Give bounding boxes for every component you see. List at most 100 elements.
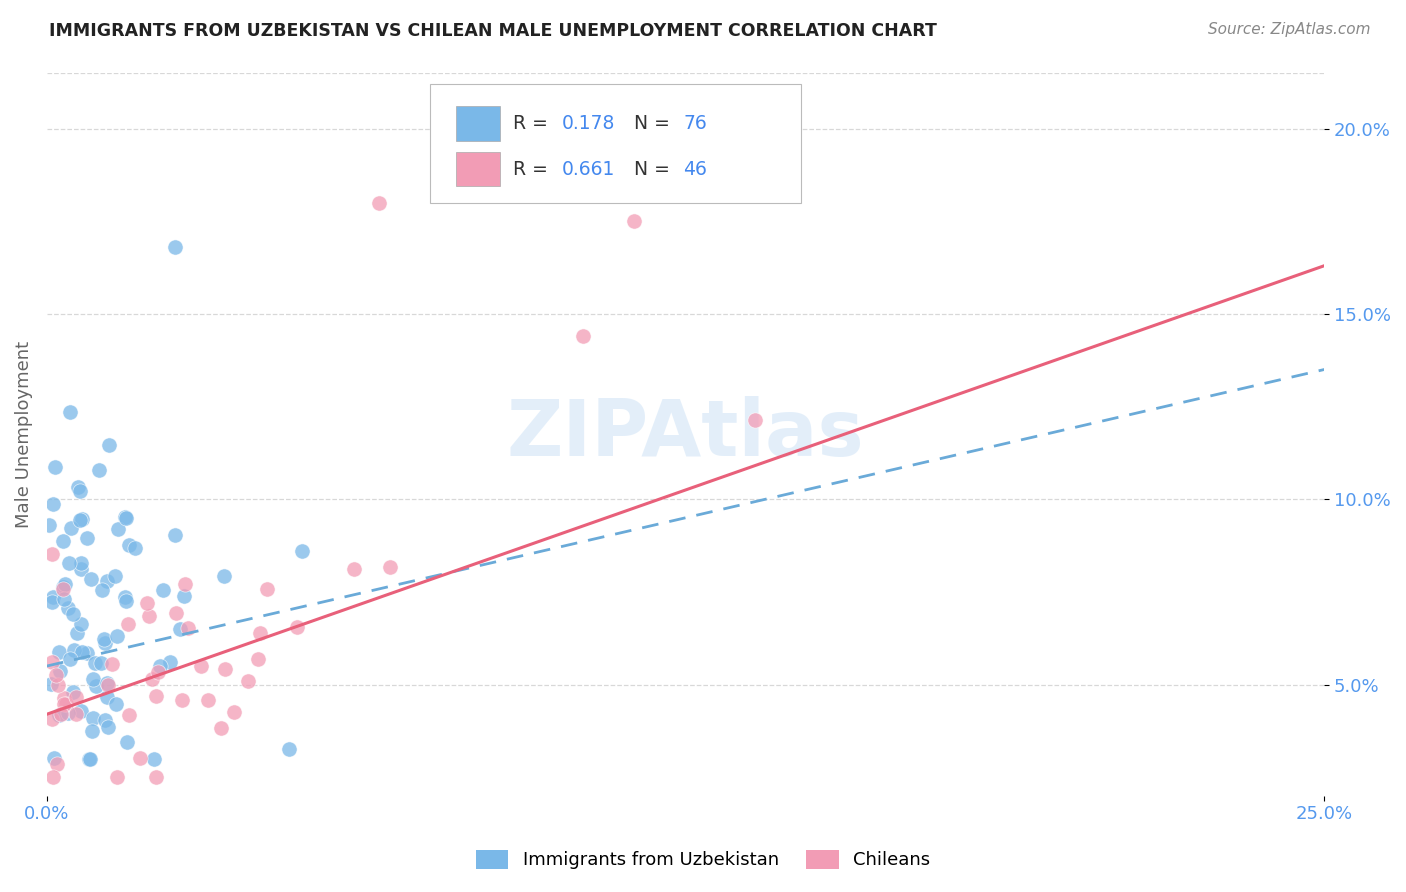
- Point: [52, 582, 75, 596]
- Point: [165, 606, 187, 620]
- Point: [97, 678, 120, 692]
- Text: R =: R =: [513, 114, 554, 133]
- Point: [53, 577, 76, 591]
- Point: [80, 723, 103, 738]
- Text: 76: 76: [683, 114, 707, 133]
- Point: [76, 531, 98, 545]
- Text: ZIPAtlas: ZIPAtlas: [506, 396, 865, 473]
- Point: [152, 583, 174, 598]
- Point: [52, 534, 75, 549]
- Point: [56, 601, 79, 615]
- Point: [49, 706, 72, 721]
- Point: [84, 657, 107, 671]
- Point: [87, 463, 110, 477]
- Point: [148, 665, 170, 680]
- Point: [69, 704, 91, 718]
- Point: [52, 580, 75, 594]
- Point: [115, 511, 138, 525]
- Point: [291, 543, 314, 558]
- Point: [44, 751, 66, 765]
- Point: [94, 713, 117, 727]
- Point: [70, 616, 93, 631]
- Point: [55, 697, 77, 711]
- Point: [173, 590, 195, 604]
- Point: [58, 556, 80, 570]
- Point: [96, 690, 118, 705]
- Point: [177, 621, 200, 635]
- Point: [93, 632, 115, 647]
- Point: [172, 693, 194, 707]
- Point: [58, 706, 80, 720]
- Point: [48, 645, 70, 659]
- Point: [62, 607, 84, 621]
- Point: [70, 562, 93, 576]
- Point: [91, 582, 114, 597]
- Text: 46: 46: [683, 160, 707, 178]
- Point: [48, 707, 70, 722]
- Point: [214, 662, 236, 676]
- Point: [46, 757, 69, 772]
- Point: [287, 620, 309, 634]
- Point: [124, 541, 146, 555]
- Point: [70, 645, 93, 659]
- Point: [62, 684, 84, 698]
- Point: [224, 705, 246, 719]
- Point: [114, 510, 136, 524]
- Point: [41, 656, 63, 670]
- Legend: Immigrants from Uzbekistan, Chileans: Immigrants from Uzbekistan, Chileans: [467, 840, 939, 879]
- Y-axis label: Male Unemployment: Male Unemployment: [15, 341, 32, 528]
- Point: [53, 591, 76, 606]
- Text: Source: ZipAtlas.com: Source: ZipAtlas.com: [1208, 22, 1371, 37]
- Point: [246, 652, 269, 666]
- Point: [105, 629, 128, 643]
- Point: [53, 691, 76, 706]
- Point: [59, 521, 82, 535]
- Point: [65, 707, 87, 722]
- Point: [107, 522, 129, 536]
- Point: [104, 697, 127, 711]
- Point: [115, 735, 138, 749]
- Point: [52, 697, 75, 711]
- Point: [97, 720, 120, 734]
- Point: [138, 609, 160, 624]
- Point: [96, 676, 118, 690]
- Text: 0.661: 0.661: [561, 160, 614, 178]
- Point: [104, 568, 127, 582]
- Point: [41, 547, 63, 561]
- Point: [209, 721, 232, 735]
- FancyBboxPatch shape: [456, 152, 501, 186]
- Text: R =: R =: [513, 160, 554, 178]
- Point: [41, 712, 63, 726]
- Point: [118, 538, 141, 552]
- Point: [82, 711, 104, 725]
- Point: [169, 622, 191, 636]
- Point: [101, 657, 124, 671]
- FancyBboxPatch shape: [430, 84, 800, 203]
- Point: [69, 513, 91, 527]
- Text: IMMIGRANTS FROM UZBEKISTAN VS CHILEAN MALE UNEMPLOYMENT CORRELATION CHART: IMMIGRANTS FROM UZBEKISTAN VS CHILEAN MA…: [49, 22, 936, 40]
- Point: [66, 480, 89, 494]
- Point: [63, 643, 86, 657]
- Point: [249, 625, 271, 640]
- Point: [174, 577, 197, 591]
- Text: N =: N =: [634, 160, 676, 178]
- Point: [96, 574, 118, 589]
- Point: [114, 590, 136, 604]
- Text: N =: N =: [634, 114, 676, 133]
- Point: [236, 673, 259, 688]
- Point: [343, 561, 366, 575]
- Point: [135, 597, 157, 611]
- Point: [141, 672, 163, 686]
- Point: [46, 678, 69, 692]
- Point: [143, 752, 166, 766]
- Point: [82, 672, 104, 686]
- Point: [117, 617, 139, 632]
- Text: 0.178: 0.178: [561, 114, 614, 133]
- Point: [107, 770, 129, 784]
- Point: [77, 752, 100, 766]
- FancyBboxPatch shape: [456, 106, 501, 141]
- Point: [84, 679, 107, 693]
- Point: [256, 582, 278, 596]
- Point: [72, 512, 94, 526]
- Point: [42, 497, 65, 511]
